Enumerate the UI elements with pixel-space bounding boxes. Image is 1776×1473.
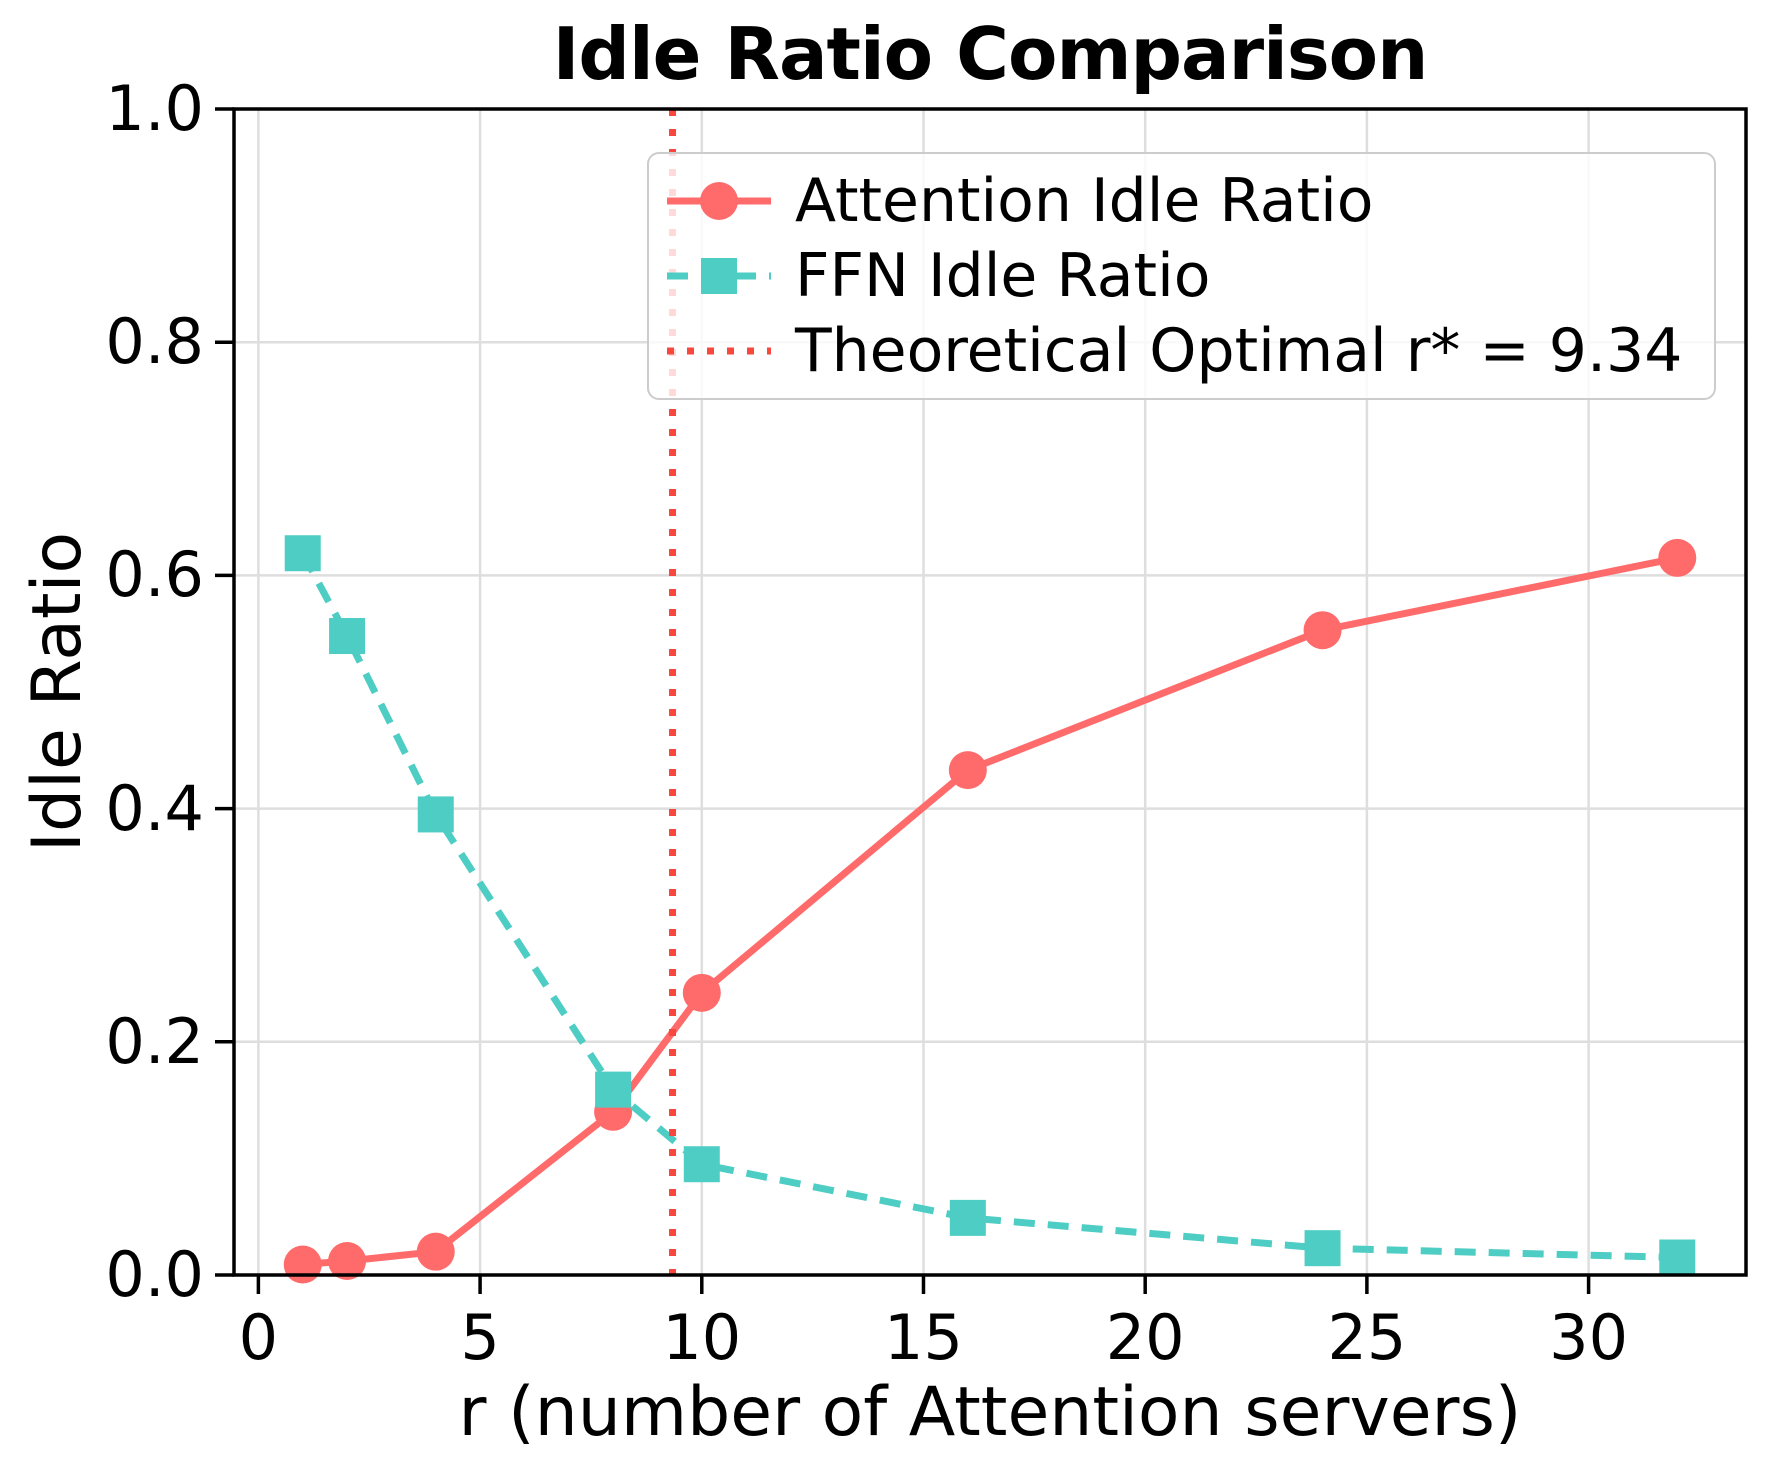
x-tick-label: 10 [662,1301,742,1374]
ffn-marker [595,1071,632,1108]
ffn-marker [284,535,321,572]
attention-marker [1658,538,1697,577]
legend: Attention Idle Ratio FFN Idle Ratio Theore… [647,152,1716,400]
x-tick-label: 30 [1549,1301,1629,1374]
series-line-ffn [299,551,1678,1262]
chart-title: Idle Ratio Comparison [552,12,1429,96]
legend-item-ffn-swatch-icon [667,257,771,294]
ffn-marker [1659,1239,1696,1276]
x-tick-label: 20 [1105,1301,1185,1374]
x-tick-label: 15 [884,1301,963,1374]
y-axis-label: Idle Ratio [18,531,97,853]
y-tick-label: 0.0 [105,1238,204,1311]
attention-marker [328,1242,367,1281]
y-tick-label: 0.2 [105,1004,204,1078]
attention-marker [283,1245,322,1284]
ffn-marker [417,796,454,833]
attention-marker [948,751,987,790]
attention-marker [682,973,721,1012]
x-tick-label: 5 [460,1301,500,1374]
x-tick-label: 0 [238,1301,279,1374]
legend-item-optimal-swatch-icon [667,347,771,355]
attention-marker [1303,611,1342,650]
ffn-marker [949,1199,986,1236]
ffn-marker [329,618,366,655]
attention-marker [416,1232,455,1271]
ffn-marker [1304,1230,1341,1267]
legend-item-ffn: FFN Idle Ratio [665,241,1714,311]
legend-item-ffn-label: FFN Idle Ratio [795,240,1211,311]
x-axis-label: r (number of Attention servers) [458,1373,1522,1452]
legend-item-attention-swatch-icon [667,182,771,221]
x-tick-label: 25 [1327,1301,1407,1374]
legend-item-attention: Attention Idle Ratio [665,166,1714,236]
legend-item-optimal: Theoretical Optimal r* = 9.34 [665,316,1714,386]
legend-item-attention-label: Attention Idle Ratio [795,166,1374,237]
y-tick-label: 1.0 [105,72,204,145]
y-tick-label: 0.6 [105,538,204,612]
series-line-attention [302,554,1678,1268]
ffn-marker [683,1146,720,1183]
plot-border [232,107,1748,1277]
y-tick-label: 0.4 [105,771,204,845]
y-tick-label: 0.8 [105,305,204,379]
legend-item-optimal-label: Theoretical Optimal r* = 9.34 [795,315,1683,386]
